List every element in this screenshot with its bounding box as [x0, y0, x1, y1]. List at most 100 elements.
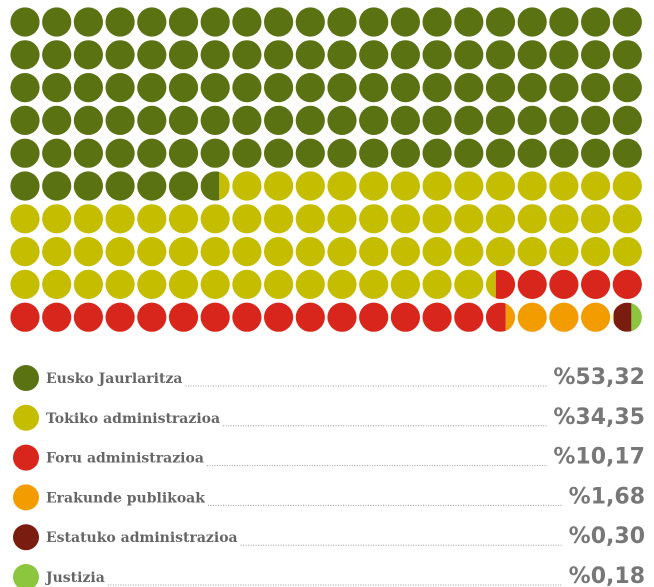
waffle-dot: [200, 237, 230, 267]
waffle-dot: [517, 269, 547, 299]
waffle-dot: [612, 7, 642, 37]
waffle-dot: [549, 138, 579, 168]
waffle-dot: [422, 7, 452, 37]
waffle-dot: [42, 204, 72, 234]
waffle-dot: [485, 138, 516, 168]
waffle-dot: [549, 73, 579, 103]
legend-swatch: [13, 365, 39, 391]
waffle-dot: [137, 7, 167, 37]
waffle-dot: [581, 302, 611, 332]
waffle-dot: [168, 105, 199, 135]
waffle-dot: [454, 171, 484, 201]
waffle-dot: [327, 73, 357, 103]
waffle-dot: [232, 73, 262, 103]
waffle-dot: [390, 105, 420, 135]
waffle-dot: [200, 171, 220, 201]
waffle-dot: [264, 7, 294, 37]
waffle-dot: [295, 237, 325, 267]
waffle-dot: [454, 269, 484, 299]
waffle-dot: [517, 204, 547, 234]
waffle-dot: [549, 105, 579, 135]
waffle-dot: [232, 138, 262, 168]
waffle-dot: [73, 40, 103, 70]
waffle-dot: [485, 40, 516, 70]
waffle-dot: [359, 138, 389, 168]
waffle-dot: [42, 269, 72, 299]
waffle-dot: [517, 73, 547, 103]
waffle-dot: [549, 7, 579, 37]
waffle-dot: [200, 302, 230, 332]
waffle-dot: [581, 7, 611, 37]
waffle-dot: [549, 204, 579, 234]
waffle-dot: [10, 105, 40, 135]
waffle-dot: [200, 269, 230, 299]
waffle-dot: [422, 171, 452, 201]
waffle-dot: [73, 7, 103, 37]
legend-label: Foru administrazioa: [46, 451, 204, 467]
waffle-dot: [390, 237, 420, 267]
waffle-dot: [454, 40, 484, 70]
legend-swatch: [13, 444, 39, 471]
waffle-dot: [390, 302, 420, 332]
waffle-dot: [549, 40, 579, 70]
waffle-dot: [581, 237, 611, 267]
waffle-dot: [517, 171, 547, 201]
waffle-dot: [359, 269, 389, 299]
waffle-dot: [390, 171, 420, 201]
waffle-dot: [137, 171, 167, 201]
waffle-dot: [613, 302, 632, 332]
waffle-dot: [454, 105, 484, 135]
waffle-dot: [73, 138, 103, 168]
waffle-dot: [168, 302, 199, 332]
waffle-dot: [390, 73, 420, 103]
waffle-dot: [137, 40, 167, 70]
waffle-dot: [454, 7, 484, 37]
legend-value: %1,68: [569, 484, 645, 509]
waffle-dot: [200, 138, 230, 168]
waffle-dot: [73, 269, 103, 299]
waffle-dot: [422, 237, 452, 267]
waffle-dot: [485, 302, 506, 332]
waffle-dot: [200, 73, 230, 103]
waffle-dot: [10, 73, 40, 103]
legend-value: %34,35: [553, 405, 645, 430]
waffle-dot: [327, 138, 357, 168]
waffle-dot: [485, 7, 516, 37]
waffle-dot: [454, 204, 484, 234]
legend-value: %0,30: [569, 524, 645, 549]
waffle-dot: [137, 73, 167, 103]
waffle-dot: [485, 237, 516, 267]
waffle-dot: [200, 7, 230, 37]
waffle-dot: [517, 105, 547, 135]
waffle-dot: [137, 302, 167, 332]
waffle-dot: [612, 73, 642, 103]
waffle-dot: [505, 303, 516, 331]
waffle-dot: [581, 73, 611, 103]
waffle-dot: [232, 7, 262, 37]
legend-label: Justizia: [44, 570, 105, 586]
waffle-dot: [200, 40, 230, 70]
waffle-dot: [612, 40, 642, 70]
waffle-dot: [359, 73, 389, 103]
waffle-dot: [105, 73, 135, 103]
waffle-dot: [137, 138, 167, 168]
waffle-dot: [219, 171, 230, 201]
waffle-dot: [232, 204, 262, 234]
legend-swatch: [13, 524, 39, 551]
waffle-dot: [264, 138, 294, 168]
waffle-dot: [495, 269, 516, 299]
waffle-dot: [517, 138, 547, 168]
waffle-dot: [454, 73, 484, 103]
waffle-dot: [73, 302, 103, 332]
waffle-dot: [422, 204, 452, 234]
waffle-dot: [264, 105, 294, 135]
waffle-dot: [612, 138, 642, 168]
waffle-dot: [612, 171, 642, 201]
waffle-dot: [73, 204, 103, 234]
waffle-dot: [581, 204, 611, 234]
waffle-dot: [485, 73, 516, 103]
waffle-dot: [549, 302, 579, 332]
waffle-dot: [422, 138, 452, 168]
waffle-dot: [549, 237, 579, 267]
